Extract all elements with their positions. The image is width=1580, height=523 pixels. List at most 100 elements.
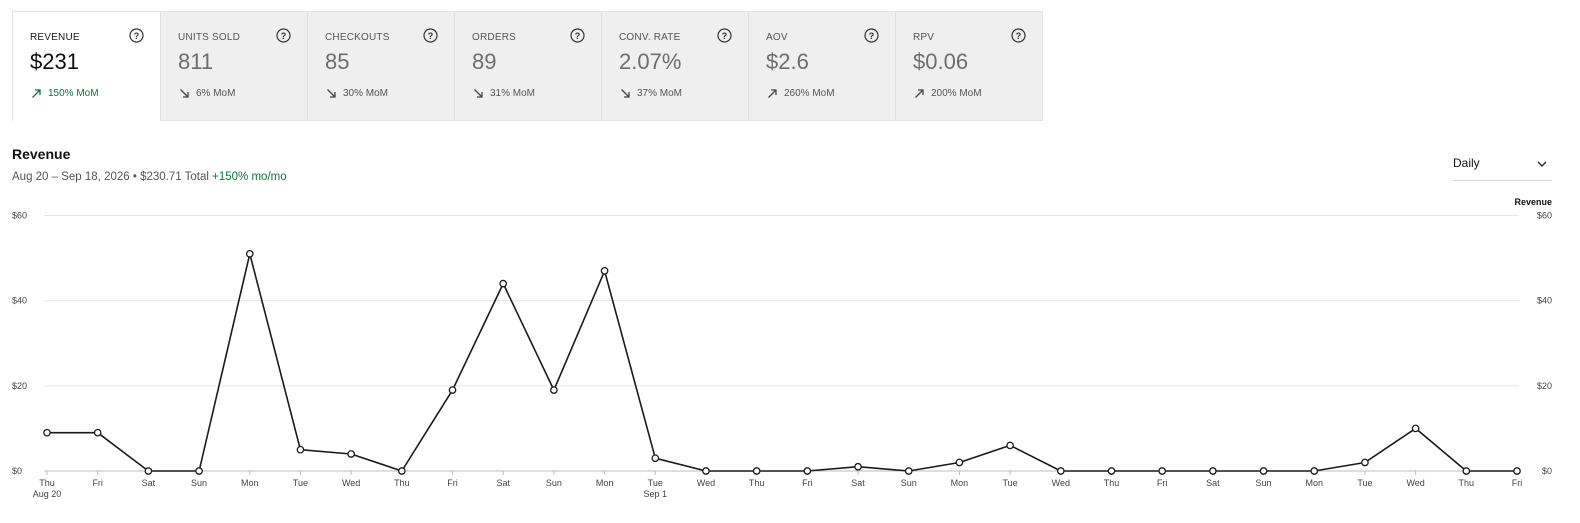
metric-change-text: 6% MoM xyxy=(196,88,236,99)
x-tick-date-label: Sep 1 xyxy=(644,489,668,499)
data-point xyxy=(955,458,964,467)
chevron-down-icon xyxy=(1537,161,1547,167)
data-point xyxy=(448,386,457,394)
metric-change-text: 200% MoM xyxy=(931,88,982,99)
x-tick-label: Sat xyxy=(496,478,510,488)
help-icon[interactable]: ? xyxy=(423,28,438,43)
svg-text:?: ? xyxy=(134,31,140,41)
svg-text:?: ? xyxy=(869,31,875,41)
metric-change: 6% MoM xyxy=(179,88,235,99)
metric-card-aov[interactable]: AOV $2.6 260% MoM? xyxy=(748,12,895,120)
data-point xyxy=(1462,467,1471,475)
x-tick-label: Fri xyxy=(92,478,103,488)
data-point xyxy=(600,267,609,275)
y-tick-label-left: $20 xyxy=(12,381,27,391)
data-point xyxy=(1006,441,1014,450)
metric-change-text: 150% MoM xyxy=(48,88,99,99)
granularity-selected: Daily xyxy=(1453,156,1480,170)
metric-card-conv-rate[interactable]: CONV. RATE 2.07% 37% MoM? xyxy=(601,12,748,120)
arrow-up-right-icon xyxy=(32,89,41,98)
x-tick-label: Wed xyxy=(697,478,715,488)
x-tick-label: Fri xyxy=(802,478,813,488)
x-tick-label: Thu xyxy=(1459,478,1475,488)
metric-value: $0.06 xyxy=(913,49,969,74)
help-icon[interactable]: ? xyxy=(276,28,291,43)
granularity-dropdown[interactable]: Daily xyxy=(1453,146,1552,181)
metric-card-checkouts[interactable]: CHECKOUTS 85 30% MoM? xyxy=(307,12,454,120)
metric-change: 37% MoM xyxy=(620,88,682,99)
metric-change-text: 31% MoM xyxy=(490,88,536,99)
data-point xyxy=(245,249,254,258)
metric-change: 150% MoM xyxy=(31,88,99,99)
x-tick-label: Thu xyxy=(39,478,55,488)
arrow-down-right-icon xyxy=(621,89,630,98)
arrow-up-right-icon xyxy=(915,89,924,98)
x-tick-label: Fri xyxy=(447,478,458,488)
revenue-total: $230.71 Total xyxy=(140,171,209,183)
data-point xyxy=(1411,424,1420,433)
data-point xyxy=(854,462,862,471)
help-icon[interactable]: ? xyxy=(717,28,732,43)
metric-value: $231 xyxy=(30,49,79,74)
metric-change-text: 37% MoM xyxy=(637,88,683,99)
x-tick-label: Mon xyxy=(241,478,259,488)
revenue-change: +150% mo/mo xyxy=(212,171,287,183)
metric-value: $2.6 xyxy=(766,49,809,74)
arrow-down-right-icon xyxy=(180,89,189,98)
metric-value: 811 xyxy=(178,49,214,74)
metric-card-units-sold[interactable]: UNITS SOLD 811 6% MoM? xyxy=(160,12,307,120)
y-tick-label-right: $20 xyxy=(1537,381,1552,391)
separator-dot: • xyxy=(132,171,141,183)
data-point xyxy=(1158,467,1167,475)
data-point xyxy=(93,428,102,437)
metric-change: 31% MoM xyxy=(473,88,535,99)
metric-card-orders[interactable]: ORDERS 89 31% MoM? xyxy=(454,12,601,120)
x-tick-label: Tue xyxy=(1357,478,1372,488)
svg-text:?: ? xyxy=(722,31,728,41)
svg-text:?: ? xyxy=(281,31,287,41)
help-icon[interactable]: ? xyxy=(570,28,585,43)
x-tick-label: Wed xyxy=(342,478,360,488)
x-tick-label: Mon xyxy=(1305,478,1323,488)
metric-change-text: 30% MoM xyxy=(343,88,389,99)
arrow-down-right-icon xyxy=(474,89,483,98)
y-tick-label-right: $0 xyxy=(1542,466,1552,476)
metric-card-rpv[interactable]: RPV $0.06 200% MoM? xyxy=(895,12,1042,120)
x-tick-label: Tue xyxy=(293,478,308,488)
help-icon[interactable]: ? xyxy=(864,28,879,43)
data-point xyxy=(296,445,305,454)
data-point xyxy=(1361,458,1369,467)
x-tick-label: Sun xyxy=(191,478,207,488)
x-tick-label: Fri xyxy=(1512,478,1523,488)
data-point xyxy=(1259,467,1268,475)
svg-text:?: ? xyxy=(428,31,434,41)
metric-label: RPV xyxy=(913,32,935,43)
arrow-up-right-icon xyxy=(768,89,777,98)
metric-label: AOV xyxy=(766,32,788,43)
y-tick-label-left: $0 xyxy=(12,466,22,476)
svg-text:?: ? xyxy=(1016,31,1022,41)
data-point xyxy=(43,428,51,437)
data-point xyxy=(144,467,153,475)
metric-value: 89 xyxy=(472,49,497,74)
data-point xyxy=(347,450,355,458)
metric-label: UNITS SOLD xyxy=(178,32,241,43)
x-tick-label: Sun xyxy=(1256,478,1272,488)
data-point xyxy=(1209,467,1217,475)
x-tick-label: Fri xyxy=(1157,478,1168,488)
x-tick-label: Thu xyxy=(394,478,410,488)
x-tick-label: Wed xyxy=(1406,478,1424,488)
chart-subtitle: Aug 20 – Sep 18, 2026 • $230.71 Total +1… xyxy=(12,171,287,183)
svg-text:?: ? xyxy=(575,31,581,41)
y-tick-label-left: $40 xyxy=(12,296,27,306)
x-tick-label: Wed xyxy=(1052,478,1070,488)
legend-label: Revenue xyxy=(1514,197,1552,207)
metric-card-revenue[interactable]: REVENUE $231 150% MoM? xyxy=(13,12,160,121)
data-point xyxy=(195,467,203,475)
help-icon[interactable]: ? xyxy=(129,28,144,43)
help-icon[interactable]: ? xyxy=(1011,28,1026,43)
metric-change: 260% MoM xyxy=(767,88,835,99)
data-point xyxy=(1107,467,1116,475)
metric-label: CHECKOUTS xyxy=(325,32,390,43)
chart-title: Revenue xyxy=(12,146,71,162)
